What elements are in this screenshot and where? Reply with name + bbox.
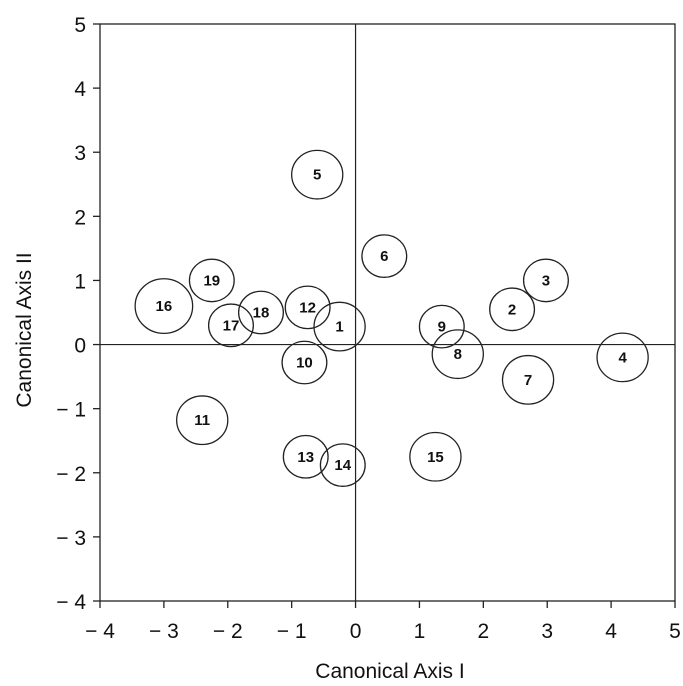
data-point: 5: [291, 149, 344, 200]
data-point: 17: [207, 303, 254, 348]
data-point: 16: [134, 278, 194, 335]
point-circle: [237, 290, 285, 335]
point-label: 17: [223, 317, 240, 334]
x-tick-label: 3: [541, 620, 553, 643]
point-circle: [282, 434, 329, 479]
point-label: 4: [618, 349, 627, 366]
point-circle: [281, 340, 328, 385]
y-tick-label: 1: [74, 270, 86, 293]
y-tick-label: − 1: [56, 399, 86, 422]
point-circle: [409, 431, 462, 482]
point-label: 11: [194, 412, 210, 429]
point-circle: [134, 278, 194, 335]
point-label: 19: [203, 272, 220, 289]
x-tick-label: 2: [477, 620, 489, 643]
data-point: 6: [361, 234, 408, 278]
y-axis-title: Canonical Axis II: [13, 252, 36, 407]
x-tick-label: − 3: [149, 620, 179, 643]
point-label: 10: [296, 355, 313, 372]
data-point: 11: [176, 395, 229, 446]
data-point: 10: [281, 340, 328, 385]
point-label: 15: [427, 449, 444, 466]
x-tick-label: − 4: [85, 620, 115, 643]
x-tick-label: 5: [669, 620, 681, 643]
data-point: 12: [284, 285, 331, 330]
y-tick-label: − 4: [56, 591, 86, 614]
point-circle: [431, 329, 484, 380]
x-axis-ticks: − 4 − 3 − 2 − 1 0 1 2 3 4 5: [85, 601, 681, 643]
plot-frame: [99, 23, 676, 602]
point-label: 14: [334, 457, 351, 474]
x-tick-label: − 2: [213, 620, 243, 643]
y-axis-ticks: − 4 − 3 − 2 − 1 0 1 2 3 4 5: [56, 14, 100, 614]
y-tick-label: 2: [74, 206, 86, 229]
y-tick-label: 4: [74, 78, 86, 101]
point-circle: [291, 149, 344, 200]
point-circle: [489, 287, 536, 332]
point-label: 1: [335, 319, 343, 336]
y-tick-label: 5: [74, 14, 86, 37]
x-tick-label: − 1: [277, 620, 307, 643]
y-tick-label: 0: [74, 335, 86, 358]
point-label: 6: [380, 248, 388, 265]
data-point: 1: [313, 301, 366, 352]
point-circle: [319, 443, 366, 487]
point-label: 2: [508, 301, 516, 318]
data-point: 18: [237, 290, 285, 335]
x-tick-label: 1: [414, 620, 426, 643]
point-circle: [522, 258, 569, 303]
data-point: 9: [418, 304, 465, 349]
x-tick-label: 0: [350, 620, 362, 643]
y-tick-label: 3: [74, 142, 86, 165]
y-tick-label: − 3: [56, 527, 86, 550]
point-label: 13: [297, 449, 314, 466]
x-axis-title: Canonical Axis I: [315, 660, 464, 683]
point-label: 3: [542, 272, 550, 289]
point-label: 16: [156, 298, 173, 315]
point-circle: [284, 285, 331, 330]
point-label: 7: [524, 372, 532, 389]
point-circle: [418, 304, 465, 349]
y-tick-label: − 2: [56, 463, 86, 486]
data-point: 7: [501, 354, 555, 405]
plot-border: [99, 23, 676, 602]
data-point: 19: [188, 258, 235, 303]
data-point: 13: [282, 434, 329, 479]
point-circle: [501, 354, 555, 405]
point-circle: [361, 234, 408, 278]
point-circle: [176, 395, 229, 446]
data-point: 8: [431, 329, 484, 380]
point-label: 18: [253, 305, 270, 322]
x-tick-label: 4: [605, 620, 617, 643]
reference-lines: [100, 24, 675, 601]
point-label: 8: [454, 346, 462, 363]
point-circle: [207, 303, 254, 348]
point-circle: [188, 258, 235, 303]
data-point: 15: [409, 431, 462, 482]
point-circle: [596, 332, 649, 383]
data-point: 3: [522, 258, 569, 303]
data-point: 4: [596, 332, 649, 383]
data-point: 2: [489, 287, 536, 332]
data-point: 14: [319, 443, 366, 487]
point-label: 5: [313, 167, 321, 184]
point-circle: [313, 301, 366, 352]
point-label: 9: [438, 319, 446, 336]
point-label: 12: [299, 299, 316, 316]
